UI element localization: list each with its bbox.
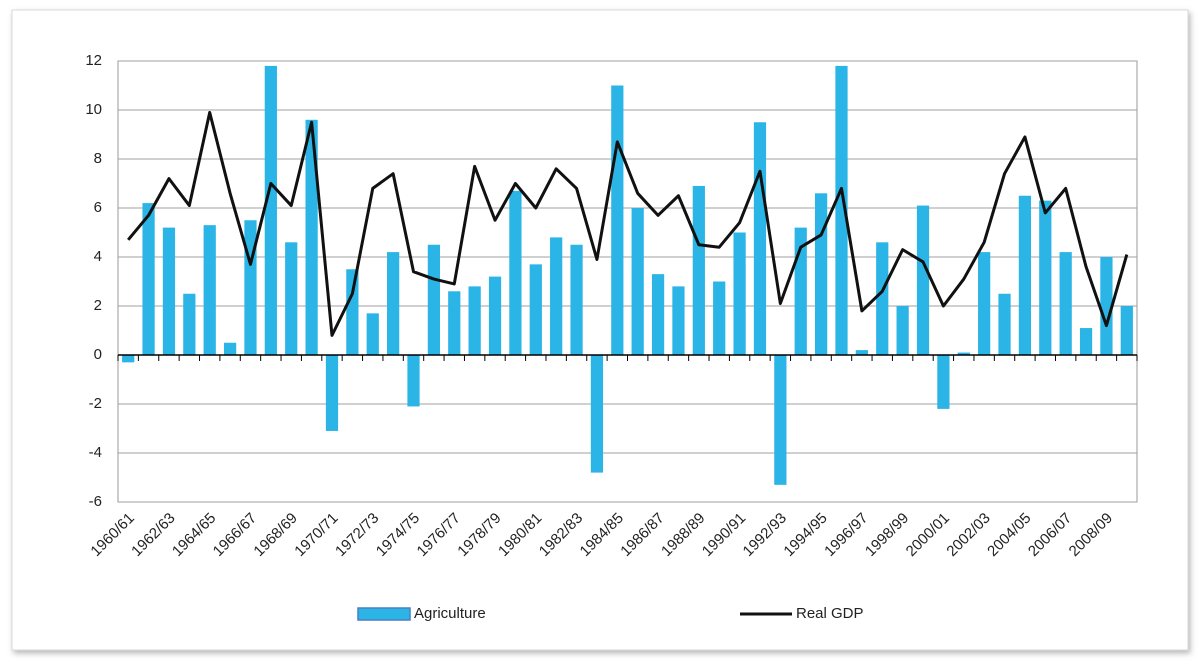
bar [509, 190, 522, 355]
bar [203, 225, 216, 355]
bar [713, 281, 726, 355]
y-tick-label: 10 [85, 101, 102, 118]
bar [835, 65, 848, 356]
bar [1120, 306, 1133, 355]
bar [183, 293, 196, 355]
y-tick-label: 2 [94, 297, 102, 314]
bar [427, 244, 441, 355]
bar [122, 355, 135, 363]
bar [896, 306, 909, 355]
bar [631, 208, 644, 355]
bar [978, 252, 991, 355]
bar [285, 242, 298, 355]
y-tick-label: 8 [94, 150, 102, 167]
y-tick-label: 0 [94, 346, 102, 363]
y-tick-label: -4 [89, 444, 102, 461]
bar [753, 122, 767, 355]
bar [916, 205, 930, 355]
line [127, 110, 1129, 337]
bar [1059, 252, 1072, 355]
bar [957, 352, 970, 355]
bar [937, 355, 950, 409]
bar [998, 293, 1011, 355]
bar [733, 232, 746, 355]
y-tick-label: -2 [89, 395, 102, 412]
bar [876, 242, 889, 355]
bar [407, 355, 420, 407]
y-tick-label: 6 [94, 199, 102, 216]
bar [1079, 328, 1093, 355]
bar [468, 286, 481, 355]
bar [590, 355, 604, 473]
bar [366, 313, 379, 355]
y-tick-label: 12 [85, 52, 102, 69]
bar [651, 274, 665, 355]
bar [264, 65, 277, 356]
bar [611, 85, 624, 355]
bar [774, 355, 787, 485]
bar [529, 264, 542, 355]
bar [855, 350, 868, 355]
bar [1018, 195, 1032, 355]
bar [1100, 257, 1113, 355]
bar [244, 220, 257, 355]
bar [305, 119, 318, 355]
bar [1039, 200, 1052, 355]
legend-swatch [357, 607, 411, 621]
bar [448, 291, 461, 355]
bar [325, 355, 339, 431]
bar [692, 185, 705, 355]
y-tick-label: 4 [94, 248, 102, 265]
bar [814, 193, 828, 355]
bar [346, 269, 359, 355]
bar [387, 252, 400, 355]
legend-label: Agriculture [414, 605, 486, 622]
bar [488, 276, 502, 355]
bar [570, 244, 583, 355]
bar [142, 203, 155, 355]
y-tick-label: -6 [89, 493, 102, 510]
bar [550, 237, 563, 355]
bar [223, 342, 237, 355]
bar [672, 286, 685, 355]
bar [162, 227, 176, 355]
legend-label: Real GDP [796, 605, 864, 622]
